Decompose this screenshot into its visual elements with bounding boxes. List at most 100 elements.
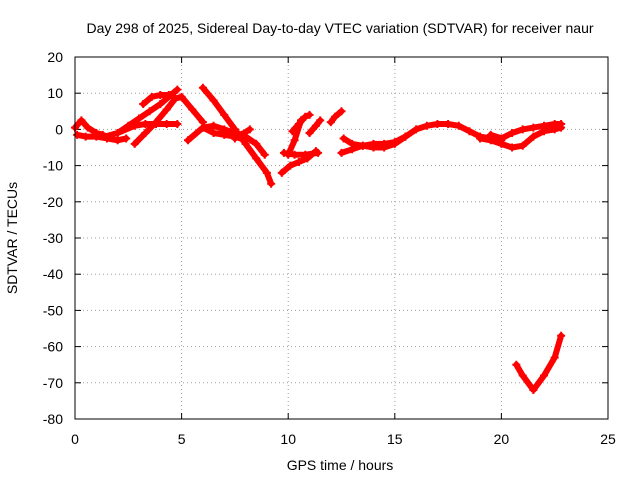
data-point <box>303 154 312 163</box>
series-trace <box>140 92 172 108</box>
data-point <box>390 139 399 148</box>
data-point <box>337 107 346 116</box>
data-series-arc-21 <box>512 331 566 395</box>
data-point <box>465 127 474 136</box>
data-series-arc-18 <box>339 132 410 152</box>
data-point <box>497 134 506 143</box>
data-point <box>540 121 549 130</box>
data-point <box>277 168 286 177</box>
data-point <box>326 118 335 127</box>
data-series-arc-10 <box>230 125 254 143</box>
x-tick-label: 15 <box>387 431 403 447</box>
data-point <box>529 386 538 395</box>
data-point <box>433 119 442 128</box>
data-point <box>550 353 559 362</box>
data-point <box>81 132 90 141</box>
x-tick-label: 10 <box>280 431 296 447</box>
data-point <box>92 132 101 141</box>
data-point <box>209 121 218 130</box>
data-point <box>476 134 485 143</box>
data-point <box>422 121 431 130</box>
data-point <box>369 143 378 152</box>
data-point <box>252 139 261 148</box>
data-point <box>331 112 340 121</box>
data-point <box>164 91 173 100</box>
data-series-arc-20 <box>486 119 566 143</box>
data-point <box>130 121 139 130</box>
chart-title: Day 298 of 2025, Sidereal Day-to-day VTE… <box>86 20 593 36</box>
data-point <box>294 157 303 166</box>
data-point <box>141 119 150 128</box>
data-point <box>518 125 527 134</box>
data-point <box>305 129 314 138</box>
data-point <box>156 100 165 109</box>
x-axis: 0 5 10 15 20 25 <box>71 57 616 447</box>
y-tick-label: 20 <box>47 49 63 65</box>
data-point <box>518 371 527 380</box>
data-point <box>130 139 139 148</box>
data-point <box>209 129 218 138</box>
data-point <box>122 134 131 143</box>
data-point <box>454 121 463 130</box>
data-point <box>518 141 527 150</box>
data-point <box>173 119 182 128</box>
series-trace <box>131 93 206 147</box>
y-tick-label: -50 <box>43 302 63 318</box>
data-series-arc-15 <box>305 116 325 138</box>
data-point <box>290 136 299 145</box>
x-tick-label: 25 <box>600 431 616 447</box>
data-point <box>529 132 538 141</box>
data-point <box>100 132 109 141</box>
data-point <box>252 154 261 163</box>
data-point <box>198 83 207 92</box>
data-point <box>286 161 295 170</box>
y-axis: 20 10 0 -10 -20 -30 -40 -50 -60 -70 -80 <box>43 49 608 427</box>
y-tick-label: -80 <box>43 411 63 427</box>
data-point <box>262 168 271 177</box>
data-point <box>237 130 246 139</box>
data-point <box>162 119 171 128</box>
data-point <box>540 371 549 380</box>
data-point <box>113 136 122 145</box>
data-point <box>348 139 357 148</box>
plot-frame <box>74 56 609 420</box>
data-point <box>337 148 346 157</box>
data-point <box>183 136 192 145</box>
data-point <box>512 360 521 369</box>
y-tick-label: 10 <box>47 85 63 101</box>
data-point <box>198 123 207 132</box>
data-point <box>141 129 150 138</box>
data-point <box>557 331 566 340</box>
y-axis-label: SDTVAR / TECUs <box>4 182 20 294</box>
data-series-arc-14 <box>277 147 320 177</box>
data-point <box>113 129 122 138</box>
x-tick-label: 5 <box>178 431 186 447</box>
data-point <box>486 130 495 139</box>
data-point <box>288 127 297 136</box>
x-axis-label: GPS time / hours <box>287 457 394 473</box>
data-point <box>77 116 86 125</box>
y-tick-label: 0 <box>55 121 63 137</box>
data-point <box>401 132 410 141</box>
data-point <box>134 114 143 123</box>
data-point <box>83 123 92 132</box>
x-tick-label: 0 <box>71 431 79 447</box>
data-point <box>380 143 389 152</box>
data-series-arc-16 <box>326 107 346 127</box>
series-trace <box>513 332 565 393</box>
data-point <box>173 85 182 94</box>
data-point <box>267 179 276 188</box>
data-point <box>177 92 186 101</box>
y-tick-label: -20 <box>43 194 63 210</box>
data-point <box>152 118 161 127</box>
data-point <box>260 150 269 159</box>
data-point <box>230 125 239 134</box>
x-tick-label: 20 <box>494 431 510 447</box>
data-point <box>156 91 165 100</box>
data-point <box>301 112 310 121</box>
data-point <box>508 129 517 138</box>
data-point <box>147 92 156 101</box>
data-point <box>508 143 517 152</box>
data-point <box>305 110 314 119</box>
